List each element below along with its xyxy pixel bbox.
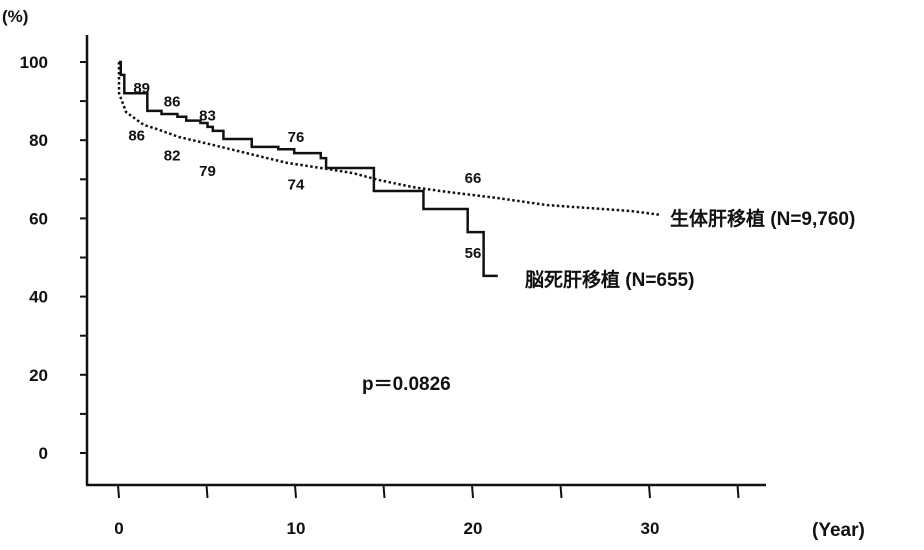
x-axis-label: (Year)	[812, 520, 865, 541]
deceased-donor-survival-curve	[119, 60, 498, 278]
p-value-annotation: p＝0.0826	[362, 374, 451, 395]
y-tick-label: 80	[29, 131, 48, 150]
y-tick-label: 40	[29, 288, 48, 307]
x-tick-label: 20	[464, 519, 483, 538]
x-tick	[205, 484, 209, 499]
deceased-donor-survival-label: 76	[288, 129, 305, 146]
y-tick-label: 20	[29, 366, 48, 385]
living-donor-survival-label: 66	[465, 170, 482, 187]
x-tick-label: 30	[641, 519, 660, 538]
living-donor-survival-label: 79	[199, 163, 216, 180]
x-tick	[382, 484, 386, 499]
y-axis-label: (%)	[2, 7, 28, 26]
y-tick-label: 60	[29, 209, 48, 228]
living-donor-survival-label: 86	[128, 128, 145, 145]
x-tick	[294, 484, 297, 499]
x-tick	[736, 484, 740, 499]
deceased-donor-survival-label: 83	[199, 107, 216, 124]
x-tick	[559, 484, 563, 499]
x-tick	[648, 484, 651, 499]
x-tick	[471, 484, 474, 499]
legend-deceased-donor: 脳死肝移植 (N=655)	[524, 268, 694, 291]
living-donor-survival-label: 74	[288, 177, 305, 194]
legend-living-donor: 生体肝移植 (N=9,760)	[670, 207, 855, 230]
deceased-donor-survival-label: 86	[164, 94, 181, 111]
x-tick-label: 10	[287, 519, 306, 538]
y-tick-label: 100	[20, 53, 48, 72]
deceased-donor-survival-label: 56	[465, 245, 482, 262]
y-tick-label: 0	[39, 444, 48, 463]
x-tick	[117, 484, 120, 499]
deceased-donor-survival-label: 89	[133, 80, 150, 97]
living-donor-survival-label: 82	[164, 147, 181, 164]
x-tick-label: 0	[114, 519, 123, 538]
